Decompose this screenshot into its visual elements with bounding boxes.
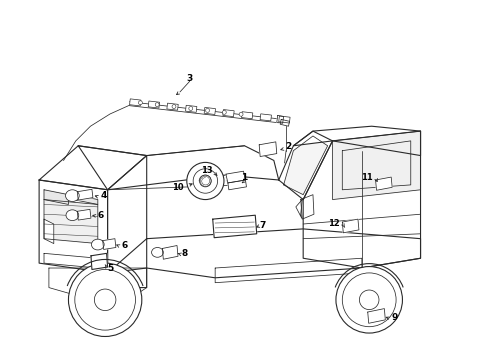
Bar [185, 105, 197, 112]
Polygon shape [91, 253, 107, 270]
Text: 4: 4 [100, 191, 106, 200]
Ellipse shape [65, 190, 79, 202]
Polygon shape [367, 309, 385, 323]
Ellipse shape [75, 270, 135, 330]
Ellipse shape [138, 101, 142, 105]
Bar [260, 114, 271, 121]
Bar [129, 99, 141, 106]
Ellipse shape [193, 169, 217, 193]
Text: 10: 10 [172, 183, 183, 192]
Text: 3: 3 [186, 74, 192, 83]
Text: 1: 1 [241, 173, 247, 182]
Text: 6: 6 [98, 211, 104, 220]
Ellipse shape [66, 210, 79, 221]
Polygon shape [342, 219, 358, 233]
Ellipse shape [151, 247, 163, 257]
Ellipse shape [94, 289, 116, 311]
Bar [166, 103, 178, 110]
Polygon shape [39, 180, 107, 273]
Polygon shape [39, 146, 146, 190]
Polygon shape [44, 219, 54, 244]
Ellipse shape [359, 290, 378, 310]
Polygon shape [295, 199, 302, 218]
Ellipse shape [68, 263, 142, 337]
Polygon shape [215, 258, 361, 283]
Text: 11: 11 [360, 173, 372, 182]
Bar [241, 112, 252, 119]
Polygon shape [300, 195, 313, 219]
Bar [278, 116, 289, 123]
Text: 13: 13 [200, 166, 212, 175]
Polygon shape [102, 239, 116, 249]
Bar [223, 109, 234, 117]
Polygon shape [212, 215, 256, 238]
Ellipse shape [335, 266, 402, 333]
Polygon shape [280, 120, 289, 126]
Ellipse shape [172, 105, 176, 108]
Text: 9: 9 [390, 314, 397, 323]
Polygon shape [225, 171, 245, 183]
Polygon shape [375, 177, 391, 190]
Polygon shape [44, 199, 98, 244]
Ellipse shape [205, 108, 209, 112]
Text: 2: 2 [285, 142, 291, 151]
Bar [148, 101, 159, 108]
Polygon shape [77, 210, 91, 220]
Polygon shape [146, 229, 420, 278]
Ellipse shape [91, 239, 104, 250]
Polygon shape [259, 142, 276, 157]
Polygon shape [107, 156, 146, 273]
Ellipse shape [199, 175, 211, 187]
Text: 12: 12 [327, 219, 339, 228]
Polygon shape [332, 131, 420, 199]
Polygon shape [276, 116, 283, 123]
Text: 6: 6 [121, 241, 127, 250]
Polygon shape [77, 189, 93, 200]
Polygon shape [49, 268, 146, 297]
Polygon shape [78, 146, 278, 190]
Ellipse shape [186, 162, 224, 199]
Ellipse shape [155, 103, 159, 107]
Text: 8: 8 [182, 249, 188, 258]
Text: 7: 7 [259, 221, 265, 230]
Ellipse shape [222, 111, 226, 114]
Polygon shape [107, 268, 146, 288]
Polygon shape [278, 131, 332, 199]
Text: 5: 5 [107, 265, 113, 274]
Ellipse shape [342, 273, 395, 327]
Polygon shape [44, 253, 98, 268]
Polygon shape [227, 180, 246, 190]
Polygon shape [44, 190, 68, 204]
Bar [204, 107, 215, 114]
Polygon shape [303, 131, 420, 268]
Polygon shape [162, 246, 178, 259]
Ellipse shape [188, 107, 192, 111]
Polygon shape [73, 195, 98, 204]
Ellipse shape [239, 112, 243, 116]
Polygon shape [283, 136, 327, 195]
Polygon shape [293, 126, 420, 156]
